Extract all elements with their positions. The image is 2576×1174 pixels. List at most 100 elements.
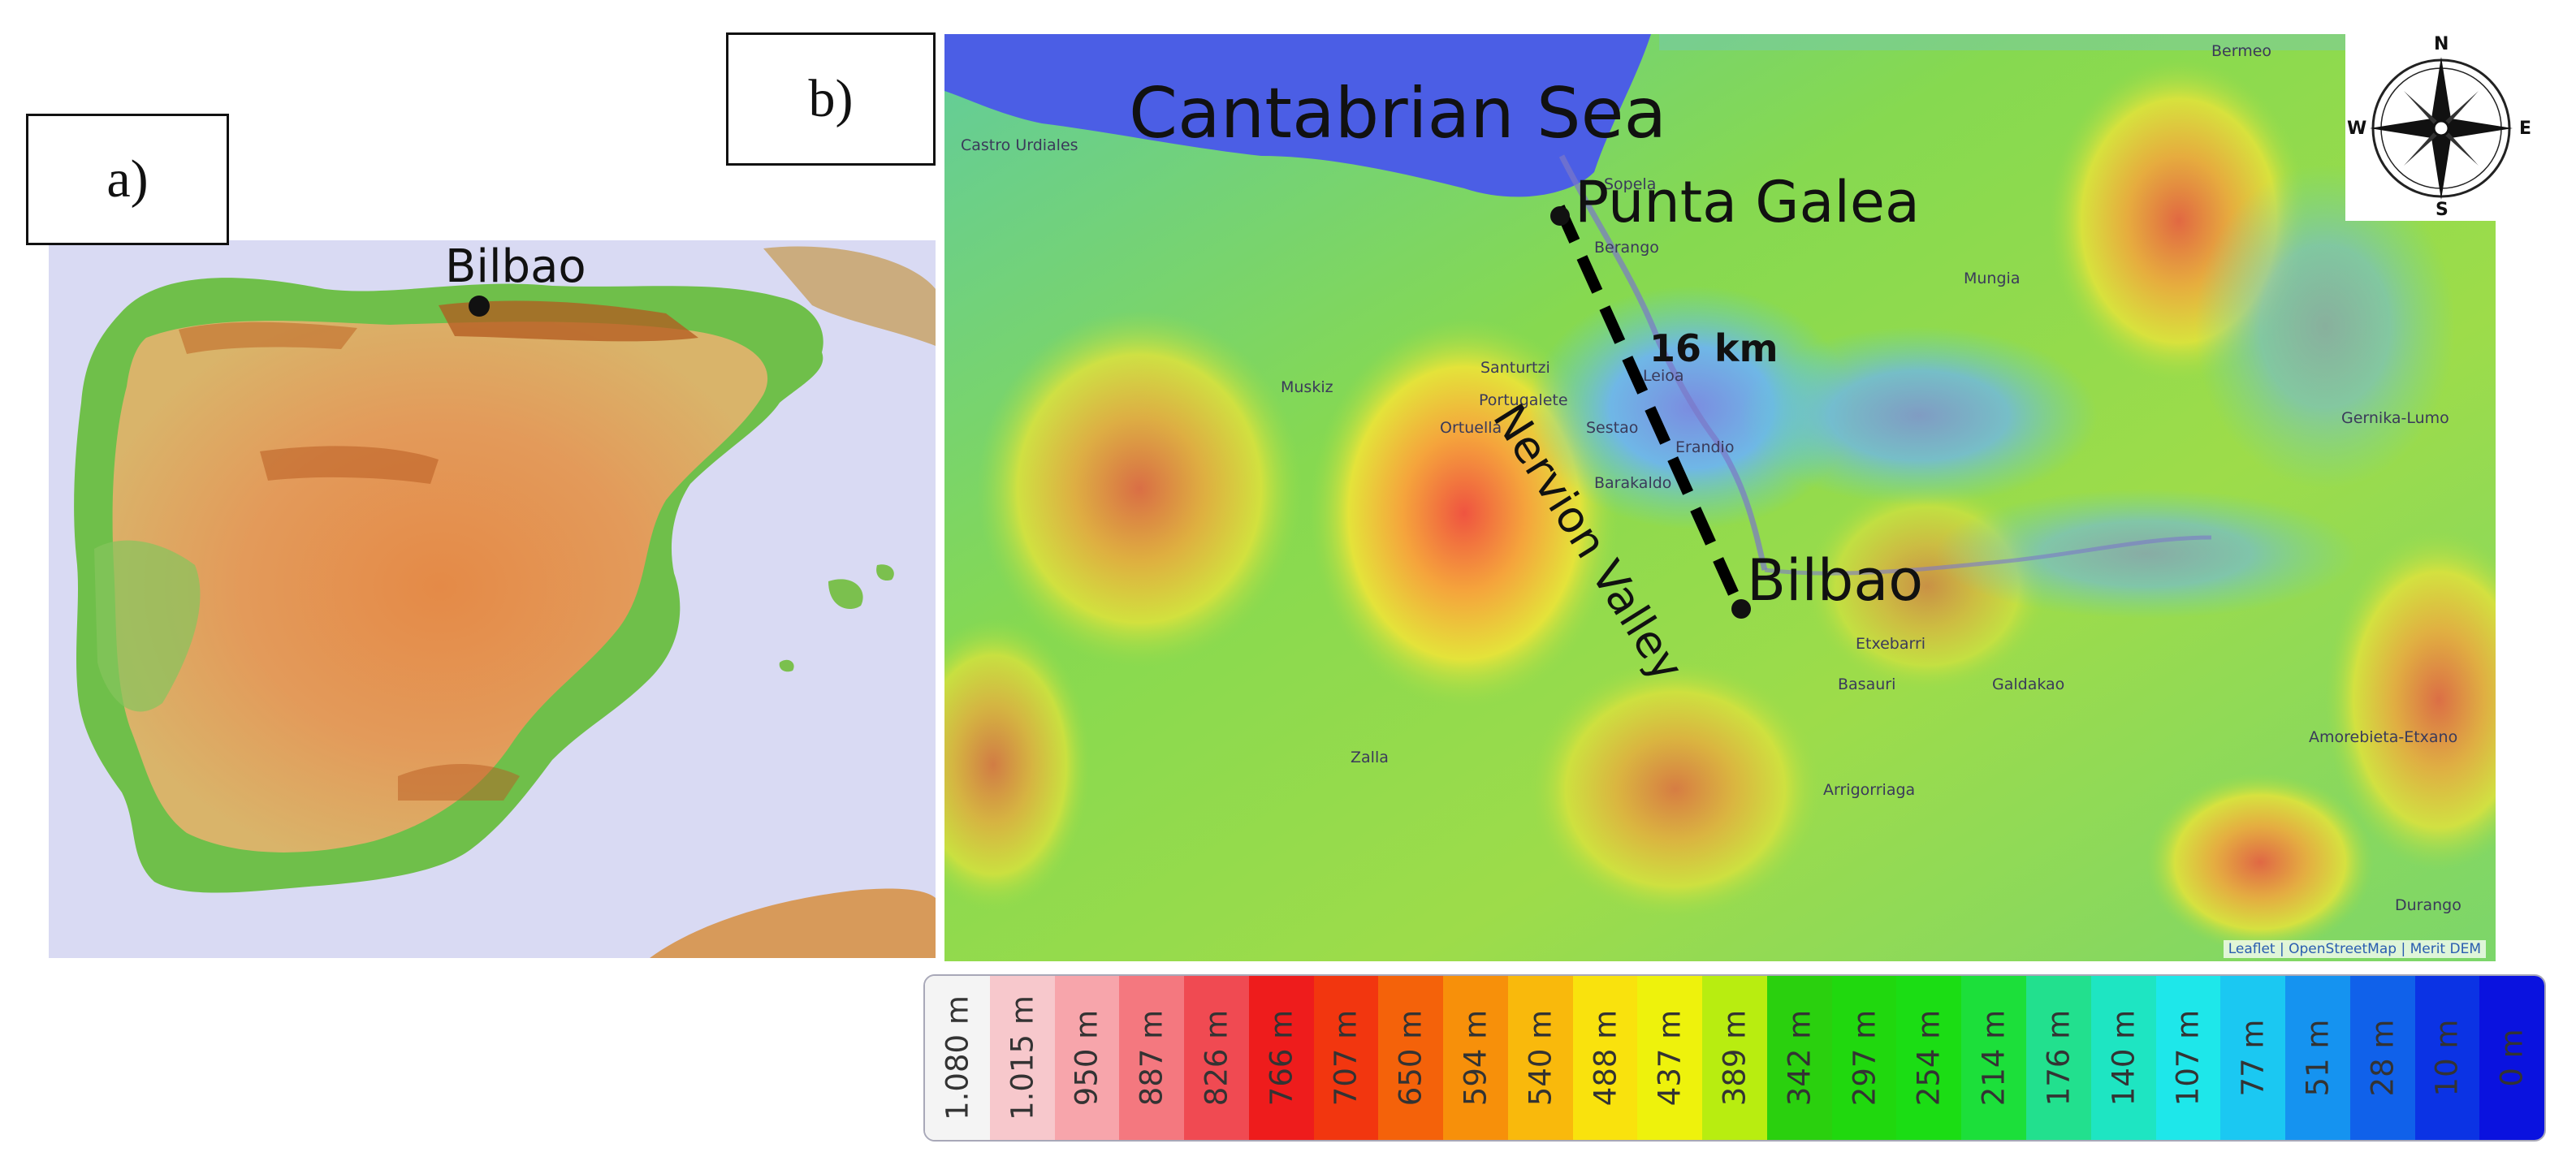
legend-label: 28 m — [2365, 1019, 2401, 1097]
legend-label: 107 m — [2170, 1009, 2206, 1107]
town-label: Barakaldo — [1594, 474, 1672, 492]
legend-label: 342 m — [1782, 1009, 1817, 1107]
town-label: Erandio — [1675, 438, 1735, 456]
town-label: Ortuella — [1440, 419, 1502, 437]
hill-area-6 — [1529, 659, 1822, 919]
compass-north: N — [2434, 34, 2449, 54]
legend-swatch: 1.080 m — [925, 976, 990, 1140]
portugal-lowland — [94, 540, 201, 712]
betic-range — [398, 764, 520, 801]
legend-label: 437 m — [1652, 1009, 1688, 1107]
legend-swatch: 28 m — [2349, 976, 2415, 1140]
legend-swatch: 254 m — [1896, 976, 1962, 1140]
elevation-legend: 1.080 m 1.015 m 950 m 887 m 826 m 766 m 707 m 6… — [923, 974, 2546, 1142]
pyrenees-range — [439, 300, 698, 342]
town-label: Portugalete — [1479, 391, 1568, 409]
legend-label: 707 m — [1328, 1009, 1364, 1107]
legend-label: 766 m — [1264, 1009, 1299, 1107]
legend-swatch: 488 m — [1572, 976, 1638, 1140]
legend-swatch: 176 m — [2026, 976, 2091, 1140]
town-label: Mungia — [1964, 270, 2021, 287]
bilbao-marker[interactable] — [469, 296, 490, 317]
legend-label: 0 m — [2494, 1029, 2530, 1087]
legend-swatch: 650 m — [1378, 976, 1444, 1140]
town-label: Zalla — [1351, 749, 1389, 766]
legend-swatch: 342 m — [1766, 976, 1832, 1140]
hill-area-5 — [2146, 773, 2374, 952]
punta-galea-marker[interactable] — [1550, 206, 1570, 226]
panel-a-label-box: a) — [26, 114, 229, 245]
legend-label: 1.080 m — [940, 995, 975, 1120]
legend-swatch: 51 m — [2285, 976, 2350, 1140]
menorca-island — [876, 564, 894, 581]
legend-swatch: 0 m — [2479, 976, 2544, 1140]
town-label: Amorebieta-Etxano — [2309, 728, 2458, 746]
punta-galea-label: Punta Galea — [1575, 169, 1920, 235]
legend-label: 214 m — [1976, 1009, 2012, 1107]
legend-label: 594 m — [1458, 1009, 1493, 1107]
legend-swatch: 107 m — [2155, 976, 2221, 1140]
town-label: Castro Urdiales — [961, 136, 1078, 154]
town-label: Santurtzi — [1480, 359, 1550, 377]
iberia-relief-map[interactable]: Bilbao — [49, 240, 936, 958]
legend-label: 950 m — [1069, 1009, 1104, 1107]
compass-rose: N S E W — [2345, 34, 2537, 221]
legend-label: 10 m — [2429, 1019, 2465, 1097]
iberia-terrain — [74, 246, 936, 958]
coast-shallow — [1659, 34, 2496, 50]
town-label: Berango — [1594, 239, 1659, 257]
legend-label: 77 m — [2235, 1019, 2271, 1097]
legend-label: 488 m — [1588, 1009, 1623, 1107]
legend-swatch: 826 m — [1184, 976, 1249, 1140]
compass-south: S — [2436, 200, 2448, 220]
legend-swatch: 766 m — [1248, 976, 1314, 1140]
legend-label: 140 m — [2106, 1009, 2142, 1107]
town-label: Gernika-Lumo — [2341, 409, 2449, 427]
nervion-river — [1558, 154, 1768, 571]
mallorca-island — [828, 579, 863, 610]
legend-label: 176 m — [2041, 1009, 2077, 1107]
france-land — [763, 246, 936, 346]
hill-area-4 — [2325, 529, 2496, 870]
compass-west: W — [2347, 119, 2367, 139]
distance-label: 16 km — [1649, 326, 1779, 370]
bilbao-terrain — [944, 34, 2496, 961]
legend-label: 389 m — [1717, 1009, 1753, 1107]
legend-swatch: 214 m — [1961, 976, 2027, 1140]
town-label: Sopela — [1604, 175, 1657, 193]
sea-label: Cantabrian Sea — [1129, 73, 1667, 154]
bilbao-label: Bilbao — [445, 240, 586, 293]
legend-swatch: 707 m — [1313, 976, 1379, 1140]
bilbao-city-marker[interactable] — [1731, 599, 1751, 619]
route-overlay — [1554, 205, 1747, 613]
panel-a-label: a) — [106, 149, 149, 209]
town-label: Muskiz — [1281, 378, 1333, 396]
legend-swatch: 389 m — [1702, 976, 1767, 1140]
ibaizabal-valley — [1935, 489, 2358, 619]
cantabrian-sea-water — [944, 34, 1651, 197]
bilbao-elevation-map[interactable]: Castro Urdiales Sopela Berango Bermeo Mu… — [944, 34, 2496, 961]
legend-swatch: 540 m — [1507, 976, 1573, 1140]
town-label: Durango — [2395, 896, 2461, 914]
cantabrian-range — [179, 322, 357, 354]
legend-label: 540 m — [1523, 1009, 1558, 1107]
ibiza-island — [779, 659, 794, 672]
legend-swatch: 77 m — [2220, 976, 2286, 1140]
legend-swatch: 594 m — [1443, 976, 1508, 1140]
legend-swatch: 950 m — [1054, 976, 1120, 1140]
panel-b-label: b) — [808, 69, 854, 128]
sea-corner — [944, 34, 961, 67]
bilbao-city-label: Bilbao — [1747, 547, 1924, 614]
town-label: Etxebarri — [1856, 635, 1926, 653]
legend-swatch: 10 m — [2414, 976, 2480, 1140]
town-label: Bermeo — [2211, 42, 2272, 60]
legend-swatch: 437 m — [1637, 976, 1703, 1140]
legend-swatch: 140 m — [2090, 976, 2156, 1140]
legend-label: 254 m — [1911, 1009, 1947, 1107]
compass-rose-icon — [2370, 57, 2513, 200]
legend-label: 297 m — [1847, 1009, 1882, 1107]
town-label: Galdakao — [1992, 675, 2065, 693]
legend-label: 1.015 m — [1005, 995, 1040, 1120]
map-attribution[interactable]: Leaflet | OpenStreetMap | Merit DEM — [2223, 940, 2486, 958]
legend-label: 826 m — [1199, 1009, 1234, 1107]
